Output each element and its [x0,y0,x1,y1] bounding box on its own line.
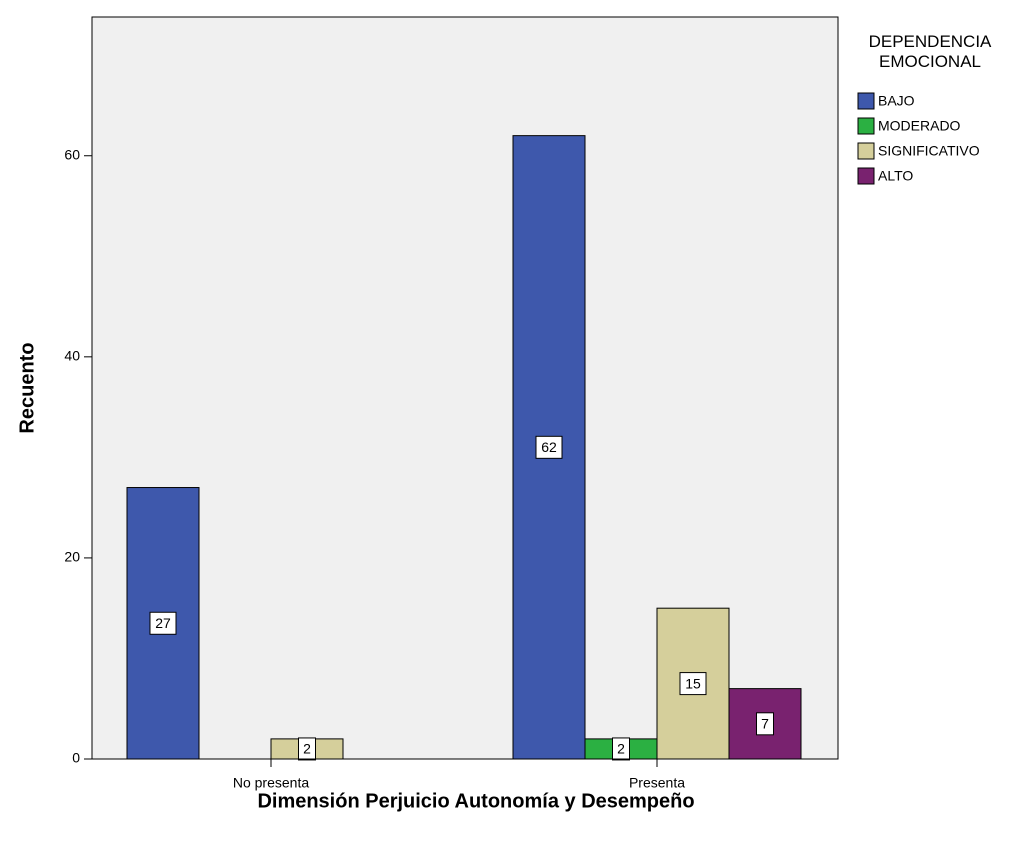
value-label: 2 [617,741,625,757]
value-label-box [612,737,630,761]
legend-label: SIGNIFICATIVO [878,143,980,159]
value-label-box [298,737,316,761]
legend-swatch [857,167,875,185]
value-label-box [679,672,707,696]
legend-swatch [857,92,875,110]
legend-label: ALTO [878,168,913,184]
legend-title: DEPENDENCIA EMOCIONAL [868,32,992,71]
y-axis-title: Recuento [16,342,38,433]
value-label: 7 [761,716,769,732]
x-tick-label: No presenta [233,775,309,791]
value-label: 2 [303,741,311,757]
x-axis-title: Dimensión Perjuicio Autonomía y Desempeñ… [257,790,694,812]
value-label-box [756,712,774,736]
y-tick-label: 20 [64,549,80,565]
y-tick-label: 0 [72,750,80,766]
legend-label: MODERADO [878,118,961,134]
legend-swatch [857,142,875,160]
value-label: 15 [685,675,701,691]
y-tick-label: 40 [64,348,80,364]
legend-swatch [857,117,875,135]
value-label-box [149,611,177,635]
y-tick-label: 60 [64,146,80,162]
value-label-box [535,435,563,459]
x-tick-label: Presenta [629,775,685,791]
value-label: 27 [155,615,171,631]
legend-label: BAJO [878,93,915,109]
value-label: 62 [541,439,557,455]
